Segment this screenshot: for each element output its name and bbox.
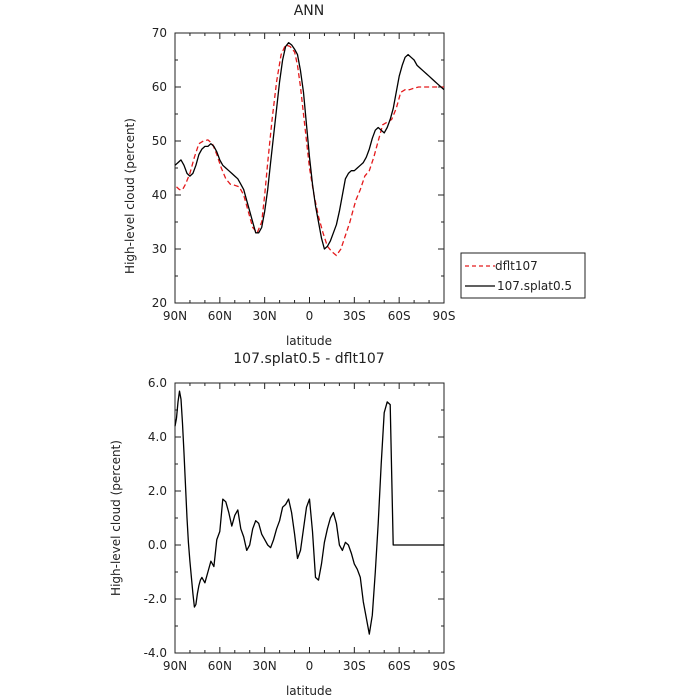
x-tick-labels: 90N 60N 30N 0 30S 60S 90S: [163, 309, 456, 323]
plot-frame: [174, 32, 445, 304]
series-line-107-splat0-5: [174, 42, 445, 250]
x-tick-label: 60N: [208, 309, 232, 323]
legend: dflt107 107.splat0.5: [460, 252, 586, 299]
x-tick-label: 0: [306, 309, 314, 323]
y-tick-label: 2.0: [148, 484, 167, 498]
x-tick-label: 60S: [388, 659, 411, 673]
chart-title: ANN: [294, 3, 325, 19]
x-axis-title: latitude: [286, 334, 332, 348]
x-tick-label: 90S: [433, 309, 456, 323]
x-tick-label: 30N: [253, 309, 277, 323]
y-tick-label: 50: [152, 134, 167, 148]
y-axis-title: High-level cloud (percent): [123, 118, 137, 274]
series-line-dflt107: [176, 44, 444, 257]
y-tick-label: 30: [152, 242, 167, 256]
x-tick-label: 30S: [343, 659, 366, 673]
chart-bottom: 107.splat0.5 - dflt107 90N 60N 30N 0 30S 60S 9…: [109, 351, 455, 698]
chart-top: ANN 90N 60N 30N 0 30S 60S 90S 20 30 40 50 60 70 lat…: [123, 3, 455, 348]
y-tick-labels: -4.0 -2.0 0.0 2.0 4.0 6.0: [144, 376, 167, 660]
y-tick-label: 4.0: [148, 430, 167, 444]
legend-label-splat: 107.splat0.5: [497, 279, 572, 293]
x-tick-label: 90N: [163, 659, 187, 673]
x-tick-label: 30S: [343, 309, 366, 323]
y-tick-label: 20: [152, 296, 167, 310]
y-tick-label: 60: [152, 80, 167, 94]
y-tick-label: 40: [152, 188, 167, 202]
x-tick-label: 90N: [163, 309, 187, 323]
x-tick-label: 30N: [253, 659, 277, 673]
y-axis-title: High-level cloud (percent): [109, 440, 123, 596]
y-tick-label: -4.0: [144, 646, 167, 660]
x-tick-label: 60N: [208, 659, 232, 673]
x-tick-labels: 90N 60N 30N 0 30S 60S 90S: [163, 659, 456, 673]
series-line-diff-0: [174, 390, 444, 635]
legend-box: [460, 252, 586, 299]
series-group: [174, 42, 445, 257]
y-tick-label: 0.0: [148, 538, 167, 552]
y-tick-label: 70: [152, 26, 167, 40]
x-tick-label: 90S: [433, 659, 456, 673]
tick-marks: [174, 382, 445, 654]
tick-marks: [174, 32, 445, 304]
series-group: [174, 390, 444, 635]
x-axis-title: latitude: [286, 684, 332, 698]
x-tick-label: 60S: [388, 309, 411, 323]
y-tick-labels: 20 30 40 50 60 70: [152, 26, 167, 310]
legend-label-dflt107: dflt107: [495, 259, 538, 273]
x-tick-label: 0: [306, 659, 314, 673]
chart-title: 107.splat0.5 - dflt107: [233, 351, 384, 367]
y-tick-label: -2.0: [144, 592, 167, 606]
plot-frame: [174, 382, 445, 654]
y-tick-label: 6.0: [148, 376, 167, 390]
